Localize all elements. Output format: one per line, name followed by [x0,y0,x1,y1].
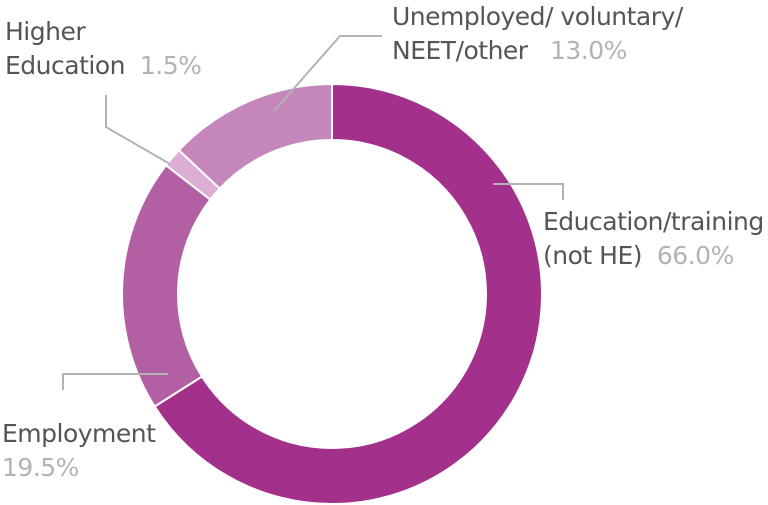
label-education-line1: Education/training [543,207,764,236]
label-employment: Employment 19.5% [2,417,156,485]
label-higher-line1: Higher [5,17,86,46]
label-education: Education/training (not HE) 66.0% [543,205,764,273]
leader-line-employment [62,373,168,390]
leader-line-education [493,183,564,200]
value-label-education: 66.0% [656,241,734,270]
value-label-higher: 1.5% [139,51,202,80]
leader-line-higher [105,95,171,165]
label-education-line2: (not HE) [543,241,643,270]
slice-employment [121,163,212,408]
value-label-unemployed: 13.0% [549,36,627,65]
label-higher: Higher Education 1.5% [5,15,202,83]
slice-unemployed [177,82,333,190]
label-higher-line2: Education [5,51,125,80]
label-unemployed-line1: Unemployed/ voluntary/ [392,2,683,31]
slice-education [153,82,543,505]
label-employment-line1: Employment [2,419,156,448]
value-label-employment: 19.5% [2,453,79,482]
leader-line-unemployed [273,35,382,112]
label-unemployed: Unemployed/ voluntary/ NEET/other 13.0% [392,0,683,68]
label-unemployed-line2: NEET/other [392,36,528,65]
